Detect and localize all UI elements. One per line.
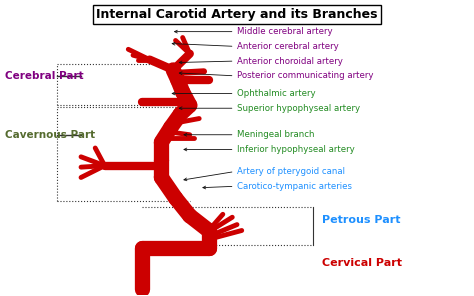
Text: Ophthalmic artery: Ophthalmic artery bbox=[237, 89, 316, 98]
Text: Posterior communicating artery: Posterior communicating artery bbox=[237, 71, 374, 80]
Text: Cervical Part: Cervical Part bbox=[322, 258, 402, 268]
Text: Superior hypophyseal artery: Superior hypophyseal artery bbox=[237, 104, 360, 113]
Text: Cavernous Part: Cavernous Part bbox=[5, 130, 96, 140]
Text: Petrous Part: Petrous Part bbox=[322, 215, 401, 225]
Text: Anterior cerebral artery: Anterior cerebral artery bbox=[237, 42, 339, 51]
Text: Anterior choroidal artery: Anterior choroidal artery bbox=[237, 57, 343, 66]
Text: Meningeal branch: Meningeal branch bbox=[237, 130, 315, 139]
Text: Artery of pterygoid canal: Artery of pterygoid canal bbox=[237, 167, 345, 176]
Text: Internal Carotid Artery and its Branches: Internal Carotid Artery and its Branches bbox=[96, 8, 378, 21]
Text: Carotico-tympanic arteries: Carotico-tympanic arteries bbox=[237, 182, 352, 191]
Text: Middle cerebral artery: Middle cerebral artery bbox=[237, 27, 333, 36]
Text: Inferior hypophyseal artery: Inferior hypophyseal artery bbox=[237, 145, 355, 154]
Text: Cerebral Part: Cerebral Part bbox=[5, 71, 84, 81]
